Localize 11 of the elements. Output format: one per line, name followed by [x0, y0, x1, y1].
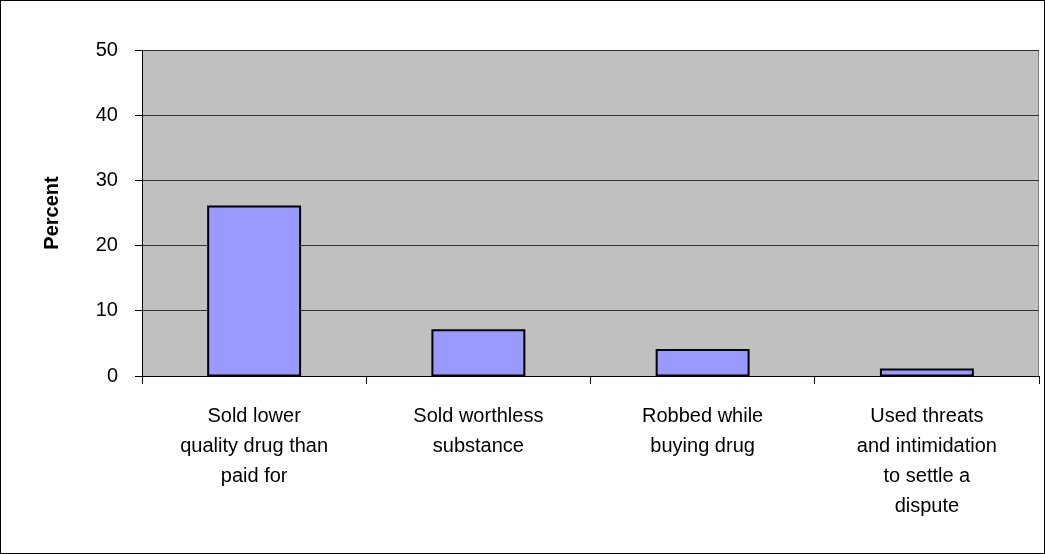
y-tick-label: 0	[106, 363, 118, 386]
y-tick-label: 30	[95, 167, 118, 190]
x-tick-label: Sold worthless substance	[413, 403, 544, 456]
y-axis-title: Percent	[39, 175, 62, 250]
y-tick-label: 10	[95, 298, 118, 321]
x-tick-label: Used threats and intimidation to settle a dispute	[856, 403, 997, 516]
x-tick-label: Sold lower quality drug than paid for	[180, 403, 329, 486]
y-tick-label: 50	[95, 37, 118, 60]
y-tick-label: 20	[95, 233, 118, 256]
y-tick-label: 40	[95, 102, 118, 125]
x-tick-label: Robbed while buying drug	[642, 403, 764, 456]
